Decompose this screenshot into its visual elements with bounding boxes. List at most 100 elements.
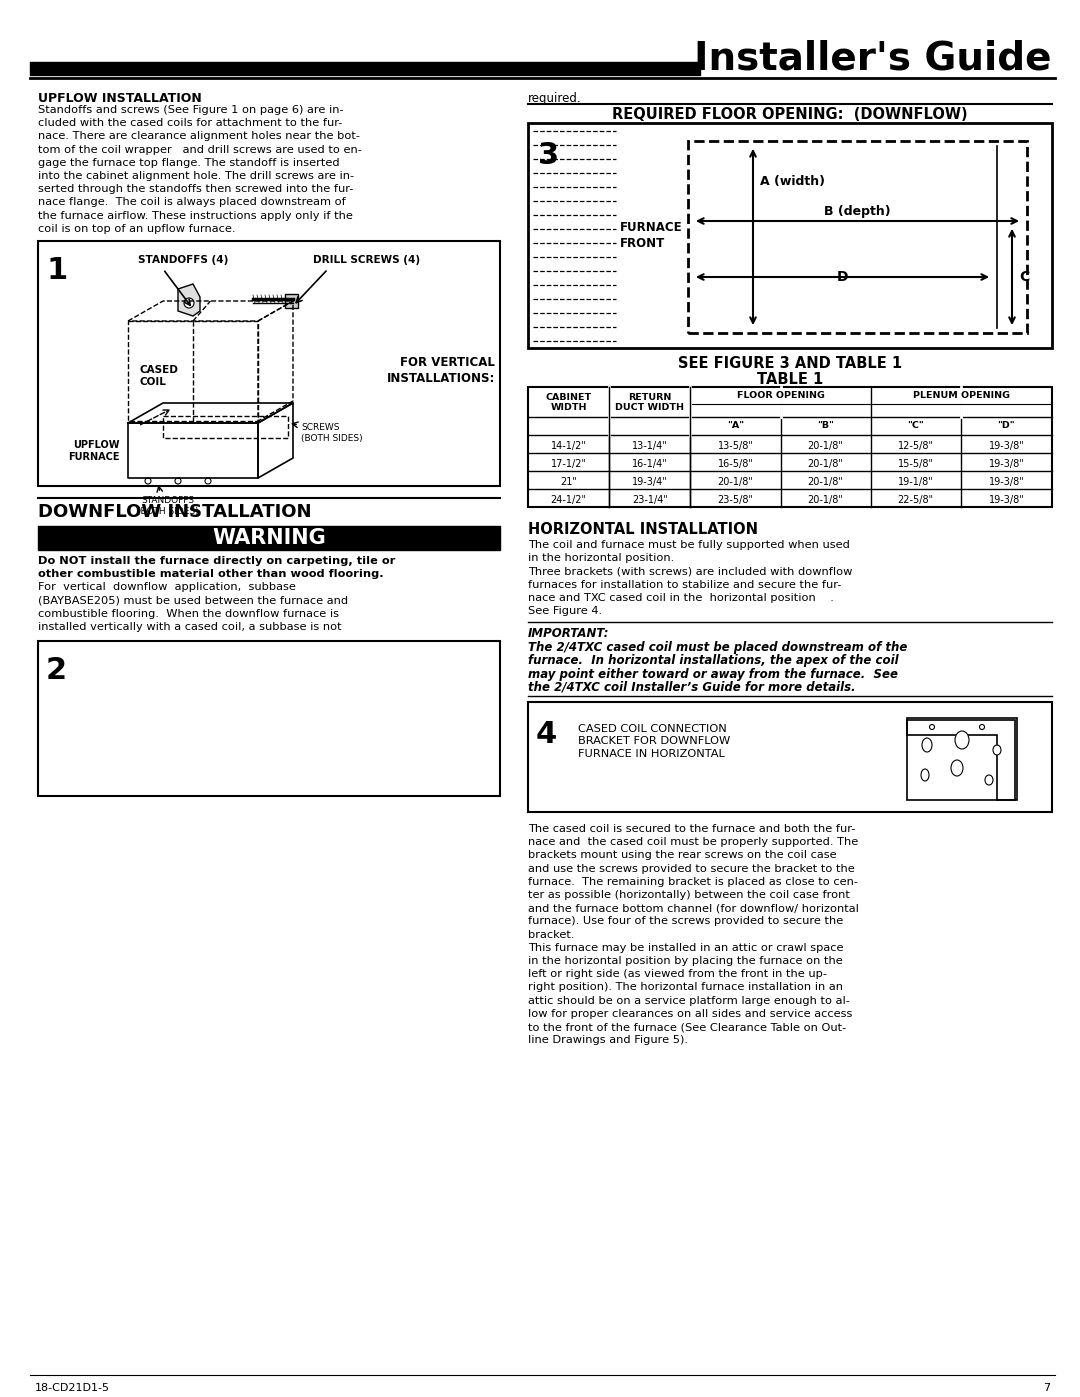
Ellipse shape — [951, 760, 963, 775]
Polygon shape — [178, 284, 200, 316]
Text: TABLE 1: TABLE 1 — [757, 372, 823, 387]
Ellipse shape — [980, 725, 985, 729]
Text: CABINET
WIDTH: CABINET WIDTH — [545, 393, 592, 412]
Bar — [38, 242, 500, 486]
Text: 16-1/4": 16-1/4" — [632, 460, 667, 469]
Text: right position). The horizontal furnace installation in an: right position). The horizontal furnace … — [528, 982, 843, 992]
Text: 19-3/8": 19-3/8" — [988, 495, 1024, 504]
Text: in the horizontal position by placing the furnace on the: in the horizontal position by placing th… — [528, 956, 842, 965]
Text: REQUIRED FLOOR OPENING:  (DOWNFLOW): REQUIRED FLOOR OPENING: (DOWNFLOW) — [612, 108, 968, 122]
Text: STANDOFFS
(BOTH SIDES): STANDOFFS (BOTH SIDES) — [137, 496, 199, 515]
Text: nace and TXC cased coil in the  horizontal position    .: nace and TXC cased coil in the horizonta… — [528, 592, 834, 602]
Text: to the front of the furnace (See Clearance Table on Out-: to the front of the furnace (See Clearan… — [528, 1023, 847, 1032]
Text: other combustible material other than wood flooring.: other combustible material other than wo… — [38, 569, 383, 580]
Text: SEE FIGURE 3 AND TABLE 1: SEE FIGURE 3 AND TABLE 1 — [678, 356, 902, 372]
Text: 19-3/8": 19-3/8" — [988, 476, 1024, 488]
Text: in the horizontal position.: in the horizontal position. — [528, 553, 674, 563]
Text: "C": "C" — [907, 420, 924, 430]
Text: See Figure 4.: See Figure 4. — [528, 606, 603, 616]
Text: FOR VERTICAL
INSTALLATIONS:: FOR VERTICAL INSTALLATIONS: — [387, 356, 495, 386]
Text: 20-1/8": 20-1/8" — [808, 476, 843, 488]
Circle shape — [184, 298, 194, 307]
Text: The 2/4TXC cased coil must be placed downstream of the: The 2/4TXC cased coil must be placed dow… — [528, 641, 907, 654]
Text: brackets mount using the rear screws on the coil case: brackets mount using the rear screws on … — [528, 851, 837, 861]
Text: 13-5/8": 13-5/8" — [717, 441, 754, 451]
Ellipse shape — [985, 775, 993, 785]
Ellipse shape — [921, 768, 929, 781]
Text: C: C — [1020, 270, 1029, 284]
Text: 3: 3 — [538, 141, 559, 170]
Text: "A": "A" — [727, 420, 744, 430]
Ellipse shape — [922, 738, 932, 752]
Text: 19-3/4": 19-3/4" — [632, 476, 667, 488]
Text: 15-5/8": 15-5/8" — [897, 460, 934, 469]
Text: required.: required. — [528, 92, 582, 105]
Text: the 2/4TXC coil Installer’s Guide for more details.: the 2/4TXC coil Installer’s Guide for mo… — [528, 680, 855, 694]
Text: nace flange.  The coil is always placed downstream of: nace flange. The coil is always placed d… — [38, 197, 346, 207]
Text: 23-1/4": 23-1/4" — [632, 495, 667, 504]
Text: 14-1/2": 14-1/2" — [551, 441, 586, 451]
Text: 23-5/8": 23-5/8" — [717, 495, 754, 504]
Ellipse shape — [993, 745, 1001, 754]
Bar — [528, 703, 1052, 812]
Bar — [528, 387, 1052, 507]
Text: PLENUM OPENING: PLENUM OPENING — [913, 391, 1010, 400]
Text: attic should be on a service platform large enough to al-: attic should be on a service platform la… — [528, 996, 850, 1006]
Text: and use the screws provided to secure the bracket to the: and use the screws provided to secure th… — [528, 863, 854, 873]
Text: DOWNFLOW INSTALLATION: DOWNFLOW INSTALLATION — [38, 503, 311, 521]
Text: RETURN
DUCT WIDTH: RETURN DUCT WIDTH — [616, 393, 685, 412]
Text: 1: 1 — [46, 256, 67, 285]
Text: STANDOFFS (4): STANDOFFS (4) — [138, 256, 228, 265]
Text: furnace). Use four of the screws provided to secure the: furnace). Use four of the screws provide… — [528, 916, 843, 926]
Ellipse shape — [955, 731, 969, 749]
Text: 12-5/8": 12-5/8" — [897, 441, 934, 451]
Text: combustible flooring.  When the downflow furnace is: combustible flooring. When the downflow … — [38, 609, 339, 619]
Bar — [38, 641, 500, 796]
Text: DRILL SCREWS (4): DRILL SCREWS (4) — [313, 256, 420, 265]
Text: The cased coil is secured to the furnace and both the fur-: The cased coil is secured to the furnace… — [528, 824, 855, 834]
Text: FURNACE
FRONT: FURNACE FRONT — [620, 221, 683, 250]
Text: UPFLOW INSTALLATION: UPFLOW INSTALLATION — [38, 92, 202, 105]
Text: 16-5/8": 16-5/8" — [717, 460, 754, 469]
Text: 21": 21" — [561, 476, 577, 488]
Text: may point either toward or away from the furnace.  See: may point either toward or away from the… — [528, 668, 897, 680]
Text: furnaces for installation to stabilize and secure the fur-: furnaces for installation to stabilize a… — [528, 580, 841, 590]
Text: and the furnace bottom channel (for downflow/ horizontal: and the furnace bottom channel (for down… — [528, 904, 859, 914]
Text: (BAYBASE205) must be used between the furnace and: (BAYBASE205) must be used between the fu… — [38, 595, 348, 606]
Text: IMPORTANT:: IMPORTANT: — [528, 627, 609, 640]
Text: gage the furnace top flange. The standoff is inserted: gage the furnace top flange. The standof… — [38, 158, 339, 168]
Text: 18-CD21D1-5: 18-CD21D1-5 — [35, 1383, 110, 1393]
Text: For  vertical  downflow  application,  subbase: For vertical downflow application, subba… — [38, 583, 296, 592]
Text: line Drawings and Figure 5).: line Drawings and Figure 5). — [528, 1035, 688, 1045]
Text: Installer's Guide: Installer's Guide — [694, 39, 1052, 77]
Bar — [688, 141, 1027, 332]
Text: into the cabinet alignment hole. The drill screws are in-: into the cabinet alignment hole. The dri… — [38, 170, 354, 182]
Text: CASED COIL CONNECTION
BRACKET FOR DOWNFLOW
FURNACE IN HORIZONTAL: CASED COIL CONNECTION BRACKET FOR DOWNFL… — [578, 724, 730, 759]
Text: Standoffs and screws (See Figure 1 on page 6) are in-: Standoffs and screws (See Figure 1 on pa… — [38, 105, 343, 115]
Text: 19-3/8": 19-3/8" — [988, 441, 1024, 451]
Ellipse shape — [930, 725, 934, 729]
Text: 20-1/8": 20-1/8" — [717, 476, 754, 488]
Text: WARNING: WARNING — [212, 528, 326, 548]
Text: coil is on top of an upflow furnace.: coil is on top of an upflow furnace. — [38, 224, 235, 233]
Text: 2: 2 — [46, 657, 67, 685]
Text: 7: 7 — [1043, 1383, 1050, 1393]
Text: 13-1/4": 13-1/4" — [632, 441, 667, 451]
Text: 4: 4 — [536, 719, 557, 749]
Text: CASED
COIL: CASED COIL — [140, 365, 179, 387]
Text: bracket.: bracket. — [528, 929, 575, 940]
Text: HORIZONTAL INSTALLATION: HORIZONTAL INSTALLATION — [528, 522, 758, 536]
Text: furnace.  In horizontal installations, the apex of the coil: furnace. In horizontal installations, th… — [528, 654, 899, 668]
Text: 17-1/2": 17-1/2" — [551, 460, 586, 469]
Text: Do NOT install the furnace directly on carpeting, tile or: Do NOT install the furnace directly on c… — [38, 556, 395, 566]
Text: low for proper clearances on all sides and service access: low for proper clearances on all sides a… — [528, 1009, 852, 1018]
Text: This furnace may be installed in an attic or crawl space: This furnace may be installed in an atti… — [528, 943, 843, 953]
Text: tom of the coil wrapper   and drill screws are used to en-: tom of the coil wrapper and drill screws… — [38, 145, 362, 155]
Text: The coil and furnace must be fully supported when used: The coil and furnace must be fully suppo… — [528, 541, 850, 550]
Text: 24-1/2": 24-1/2" — [551, 495, 586, 504]
Text: SCREWS
(BOTH SIDES): SCREWS (BOTH SIDES) — [301, 423, 363, 443]
Text: nace and  the cased coil must be properly supported. The: nace and the cased coil must be properly… — [528, 837, 859, 847]
Text: installed vertically with a cased coil, a subbase is not: installed vertically with a cased coil, … — [38, 622, 341, 631]
Text: "B": "B" — [818, 420, 834, 430]
Text: "D": "D" — [998, 420, 1015, 430]
